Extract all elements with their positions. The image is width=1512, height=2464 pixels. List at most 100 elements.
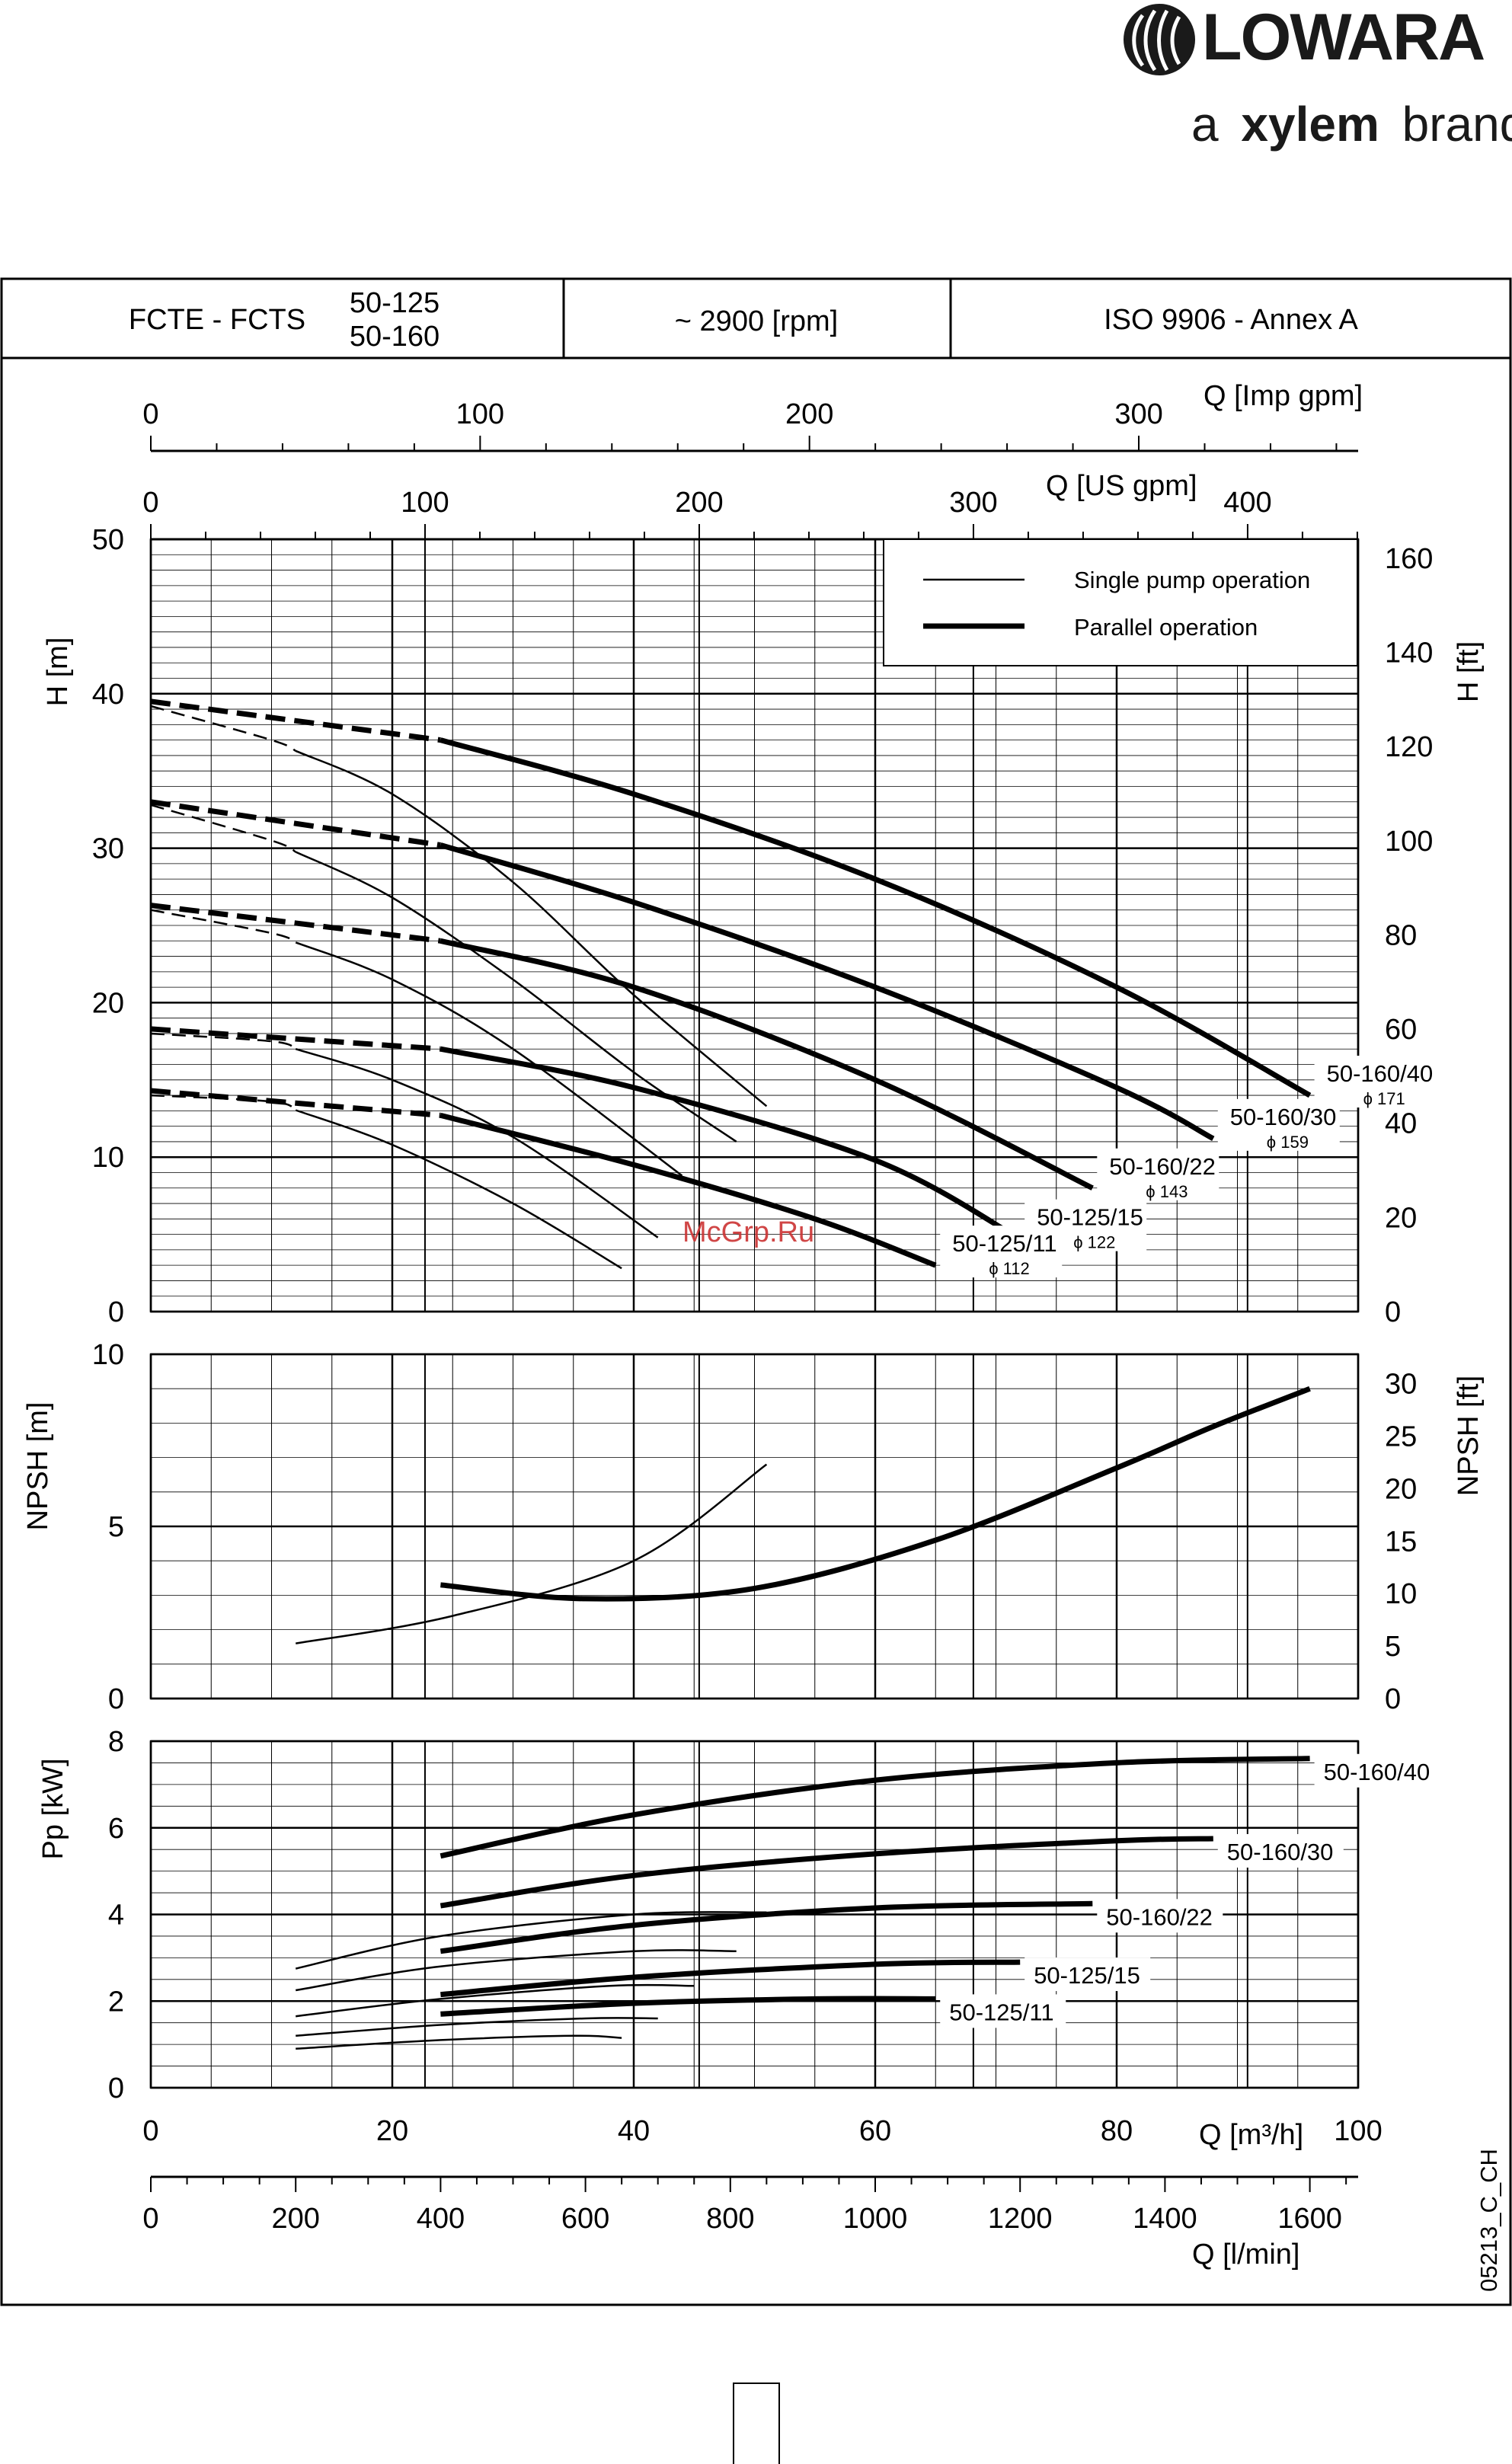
h-ft-tick: 20	[1385, 1202, 1417, 1234]
q-us-tick: 100	[401, 487, 449, 519]
npsh-grid	[151, 1354, 1358, 1699]
npsh-ft-tick: 25	[1385, 1421, 1417, 1453]
header-standard: ISO 9906 - Annex A	[1104, 304, 1358, 336]
h-ft-tick: 100	[1385, 826, 1433, 858]
h-ft-tick: 0	[1385, 1296, 1401, 1328]
head-parallel-curve-50-125-15-dashed	[151, 1029, 440, 1049]
q-us-tick: 0	[142, 487, 158, 519]
head-single-curve-50-125-15	[296, 1049, 658, 1238]
q-lmin-tick: 0	[142, 2203, 158, 2235]
head-single-curve-50-125-11	[296, 1111, 622, 1269]
q-us-tick: 400	[1223, 487, 1271, 519]
q-lmin-tick: 1600	[1277, 2203, 1342, 2235]
head-model-label: 50-160/30	[1230, 1104, 1337, 1130]
npsh-ft-tick: 15	[1385, 1526, 1417, 1558]
q-lmin-tick: 800	[706, 2203, 754, 2235]
q-lmin-tick: 200	[271, 2203, 319, 2235]
p-kw-tick: 8	[108, 1726, 124, 1758]
q-m3h-tick: 80	[1101, 2115, 1133, 2147]
head-model-label: 50-160/40	[1327, 1060, 1434, 1087]
head-diameter-label: ϕ 112	[989, 1259, 1030, 1278]
h-ft-tick: 140	[1385, 638, 1433, 670]
page-number-box	[733, 2383, 780, 2464]
head-parallel-curve-50-125-11-dashed	[151, 1091, 440, 1115]
h-m-tick: 30	[92, 833, 124, 865]
p-kw-tick: 0	[108, 2073, 124, 2104]
q-m3h-tick: 40	[618, 2115, 650, 2147]
q-m3h-tick: 0	[142, 2115, 158, 2147]
power-single-curve-50-125-15	[296, 2018, 658, 2035]
npsh-ft-tick: 20	[1385, 1473, 1417, 1505]
power-model-label: 50-125/11	[949, 1999, 1053, 2025]
h-m-tick: 20	[92, 987, 124, 1019]
npsh-single-curve	[296, 1465, 766, 1644]
power-parallel-curve-50-160-30	[440, 1839, 1213, 1906]
q-lmin-tick: 1400	[1133, 2203, 1197, 2235]
chart-labels: FCTE - FCTS 50-125 50-160 ~ 2900 [rpm] I…	[22, 287, 1502, 2292]
header-speed: ~ 2900 [rpm]	[675, 305, 838, 337]
legend-box	[884, 539, 1357, 666]
header-models-2: 50-160	[350, 321, 440, 353]
power-model-label: 50-160/40	[1324, 1759, 1430, 1785]
power-single-curve-50-125-11	[296, 2036, 622, 2049]
q-lmin-label: Q [l/min]	[1192, 2239, 1299, 2271]
q-m3h-tick: 100	[1334, 2115, 1382, 2147]
watermark: McGrp.Ru	[682, 1216, 814, 1248]
power-parallel-curve-50-125-15	[440, 1962, 1020, 1995]
h-m-tick: 40	[92, 679, 124, 711]
h-m-label: H [m]	[42, 638, 74, 707]
head-diameter-label: ϕ 143	[1146, 1182, 1188, 1201]
q-imp-tick: 0	[142, 398, 158, 430]
p-kw-tick: 2	[108, 1986, 124, 2018]
head-model-label: 50-160/22	[1109, 1153, 1216, 1180]
npsh-m-tick: 0	[108, 1683, 124, 1715]
q-m3h-tick: 60	[859, 2115, 891, 2147]
q-m3h-label: Q [m³/h]	[1199, 2119, 1303, 2151]
q-imp-tick: 200	[785, 398, 833, 430]
h-ft-tick: 120	[1385, 731, 1433, 763]
chart-curves	[151, 701, 1310, 2049]
npsh-m-tick: 10	[92, 1339, 124, 1371]
npsh-ft-label: NPSH [ft]	[1453, 1376, 1485, 1496]
npsh-ft-tick: 5	[1385, 1631, 1401, 1663]
power-model-label: 50-160/22	[1106, 1903, 1213, 1930]
npsh-m-tick: 5	[108, 1511, 124, 1543]
q-lmin-tick: 1200	[988, 2203, 1053, 2235]
npsh-ft-tick: 10	[1385, 1578, 1417, 1610]
power-parallel-curve-50-160-22	[440, 1903, 1092, 1951]
npsh-m-label: NPSH [m]	[22, 1402, 54, 1531]
head-diameter-label: ϕ 171	[1363, 1089, 1405, 1108]
q-us-label: Q [US gpm]	[1046, 470, 1197, 502]
header-models-1: 50-125	[350, 287, 440, 319]
q-lmin-tick: 1000	[843, 2203, 908, 2235]
head-parallel-curve-50-160-40-dashed	[151, 701, 440, 740]
legend-single-label: Single pump operation	[1074, 567, 1310, 593]
npsh-ft-tick: 0	[1385, 1683, 1401, 1715]
head-parallel-curve-50-160-30	[440, 845, 1213, 1139]
h-ft-tick: 40	[1385, 1108, 1417, 1140]
h-m-tick: 0	[108, 1296, 124, 1328]
power-model-label: 50-125/15	[1034, 1962, 1140, 1989]
h-ft-tick: 160	[1385, 543, 1433, 575]
head-single-curve-50-160-40	[296, 751, 766, 1107]
h-m-tick: 10	[92, 1142, 124, 1174]
h-ft-label: H [ft]	[1453, 641, 1485, 702]
q-imp-tick: 100	[456, 398, 504, 430]
npsh-ft-tick: 30	[1385, 1369, 1417, 1401]
head-model-label: 50-125/11	[952, 1230, 1056, 1257]
head-parallel-curve-50-160-30-dashed	[151, 802, 440, 845]
h-m-tick: 50	[92, 524, 124, 556]
head-parallel-curve-50-160-22-dashed	[151, 906, 440, 941]
q-imp-tick: 300	[1114, 398, 1162, 430]
p-kw-tick: 6	[108, 1813, 124, 1845]
head-diameter-label: ϕ 122	[1073, 1233, 1115, 1252]
p-kw-tick: 4	[108, 1900, 124, 1932]
h-ft-tick: 60	[1385, 1014, 1417, 1046]
legend-parallel-label: Parallel operation	[1074, 614, 1258, 641]
head-diameter-label: ϕ 159	[1267, 1133, 1309, 1152]
q-lmin-tick: 600	[561, 2203, 609, 2235]
h-ft-tick: 80	[1385, 919, 1417, 951]
q-us-tick: 200	[675, 487, 723, 519]
q-imp-label: Q [Imp gpm]	[1204, 380, 1363, 412]
